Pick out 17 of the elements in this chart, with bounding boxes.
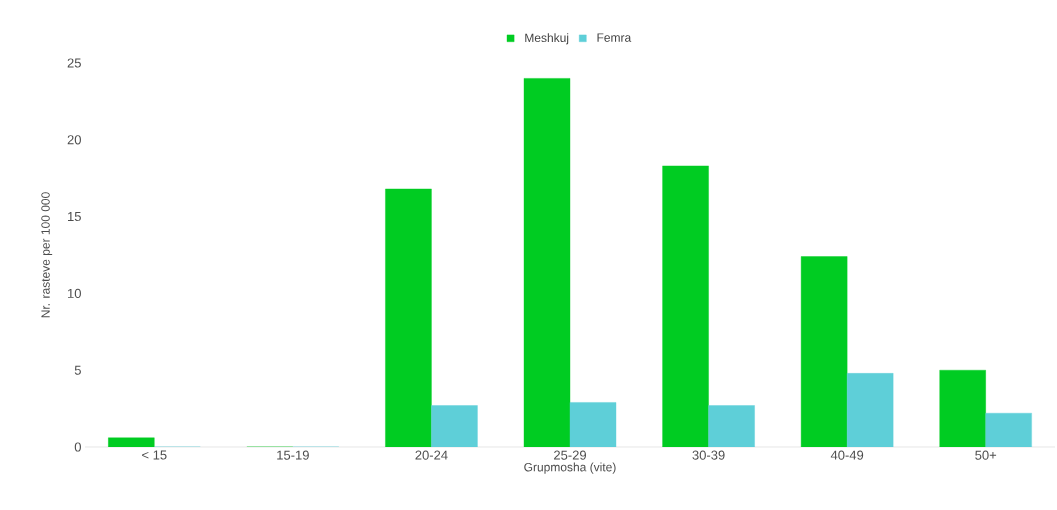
legend-label: Meshkuj bbox=[525, 33, 569, 45]
y-tick-label: 10 bbox=[68, 288, 81, 298]
x-tick-label: < 15 bbox=[142, 450, 167, 460]
x-tick-label: 25-29 bbox=[554, 450, 587, 460]
y-tick-label: 25 bbox=[67, 58, 81, 68]
y-tick-label: 15 bbox=[68, 212, 81, 222]
y-tick-label: 0 bbox=[74, 442, 81, 452]
x-tick-label: 15-19 bbox=[277, 450, 309, 460]
legend-label: Femra bbox=[597, 33, 632, 42]
x-tick-label: 50+ bbox=[975, 450, 997, 460]
x-axis-title: Grupmosha (vite) bbox=[524, 462, 616, 474]
x-tick-label: 20-24 bbox=[415, 450, 448, 460]
y-axis-title: Nr. rasteve per 100 000 bbox=[41, 192, 53, 318]
y-tick-label: 20 bbox=[67, 135, 81, 145]
y-tick-label: 5 bbox=[74, 365, 81, 375]
x-tick-label: 40-49 bbox=[830, 450, 864, 460]
x-tick-label: 30-39 bbox=[692, 450, 725, 460]
